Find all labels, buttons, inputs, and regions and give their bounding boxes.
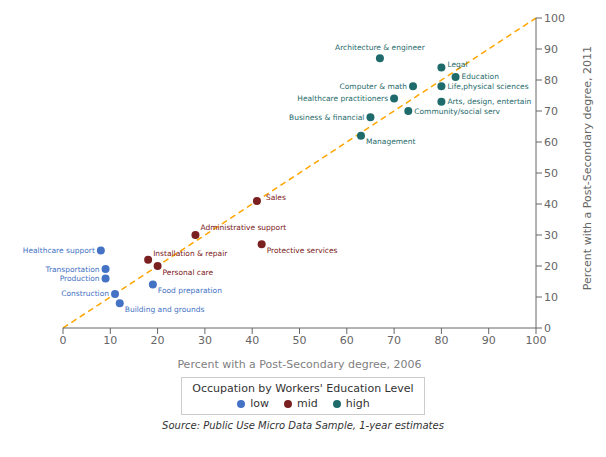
- svg-text:10: 10: [544, 291, 558, 304]
- svg-text:90: 90: [544, 43, 558, 56]
- svg-text:Percent with a Post-Secondary: Percent with a Post-Secondary degree, 20…: [177, 358, 421, 371]
- svg-text:Construction: Construction: [61, 289, 109, 298]
- svg-text:Community/social serv: Community/social serv: [414, 107, 500, 116]
- svg-text:70: 70: [387, 334, 401, 347]
- html-text:low: low: [250, 397, 269, 410]
- svg-text:Legal: Legal: [447, 60, 467, 69]
- svg-text:Healthcare support: Healthcare support: [23, 246, 95, 255]
- svg-text:60: 60: [340, 334, 354, 347]
- svg-text:80: 80: [434, 334, 448, 347]
- html-text:high: high: [345, 397, 370, 410]
- svg-text:Life,physical sciences: Life,physical sciences: [447, 82, 528, 91]
- svg-text:Protective services: Protective services: [267, 246, 338, 255]
- svg-text:Installation & repair: Installation & repair: [153, 249, 228, 258]
- svg-text:30: 30: [198, 334, 212, 347]
- svg-text:20: 20: [151, 334, 165, 347]
- html-text:Source: Public Use Micro Data: Source: Public Use Micro Data Sample, 1-…: [162, 420, 444, 431]
- svg-text:0: 0: [60, 334, 67, 347]
- svg-text:10: 10: [103, 334, 117, 347]
- svg-text:50: 50: [293, 334, 307, 347]
- svg-text:30: 30: [544, 229, 558, 242]
- svg-text:Administrative support: Administrative support: [200, 223, 286, 232]
- svg-text:Computer & math: Computer & math: [340, 82, 408, 91]
- svg-text:Transportation: Transportation: [44, 265, 99, 274]
- svg-text:Education: Education: [462, 72, 500, 81]
- svg-text:Building and grounds: Building and grounds: [125, 305, 205, 314]
- svg-text:0: 0: [544, 322, 551, 335]
- svg-text:Business & financial: Business & financial: [289, 113, 364, 122]
- svg-text:40: 40: [544, 198, 558, 211]
- svg-text:Arts, design, entertain: Arts, design, entertain: [447, 97, 531, 106]
- svg-text:80: 80: [544, 74, 558, 87]
- svg-text:90: 90: [482, 334, 496, 347]
- svg-text:100: 100: [544, 12, 565, 25]
- html-text:Percent with a Post-Secondary: Percent with a Post-Secondary degree, 20…: [580, 45, 594, 291]
- svg-text:Food preparation: Food preparation: [158, 286, 222, 295]
- svg-text:60: 60: [544, 136, 558, 149]
- svg-text:Sales: Sales: [266, 193, 286, 202]
- svg-text:Management: Management: [366, 137, 415, 146]
- html-text:Occupation by Workers' Educati: Occupation by Workers' Education Level: [192, 382, 414, 395]
- svg-text:40: 40: [245, 334, 259, 347]
- svg-text:70: 70: [544, 105, 558, 118]
- svg-text:50: 50: [544, 167, 558, 180]
- svg-text:Production: Production: [60, 274, 100, 283]
- svg-text:20: 20: [544, 260, 558, 273]
- html-text:mid: mid: [297, 397, 318, 410]
- svg-text:100: 100: [526, 334, 547, 347]
- svg-text:Healthcare practitioners: Healthcare practitioners: [297, 94, 388, 103]
- svg-text:Architecture & engineer: Architecture & engineer: [335, 43, 426, 52]
- svg-text:Personal care: Personal care: [163, 268, 214, 277]
